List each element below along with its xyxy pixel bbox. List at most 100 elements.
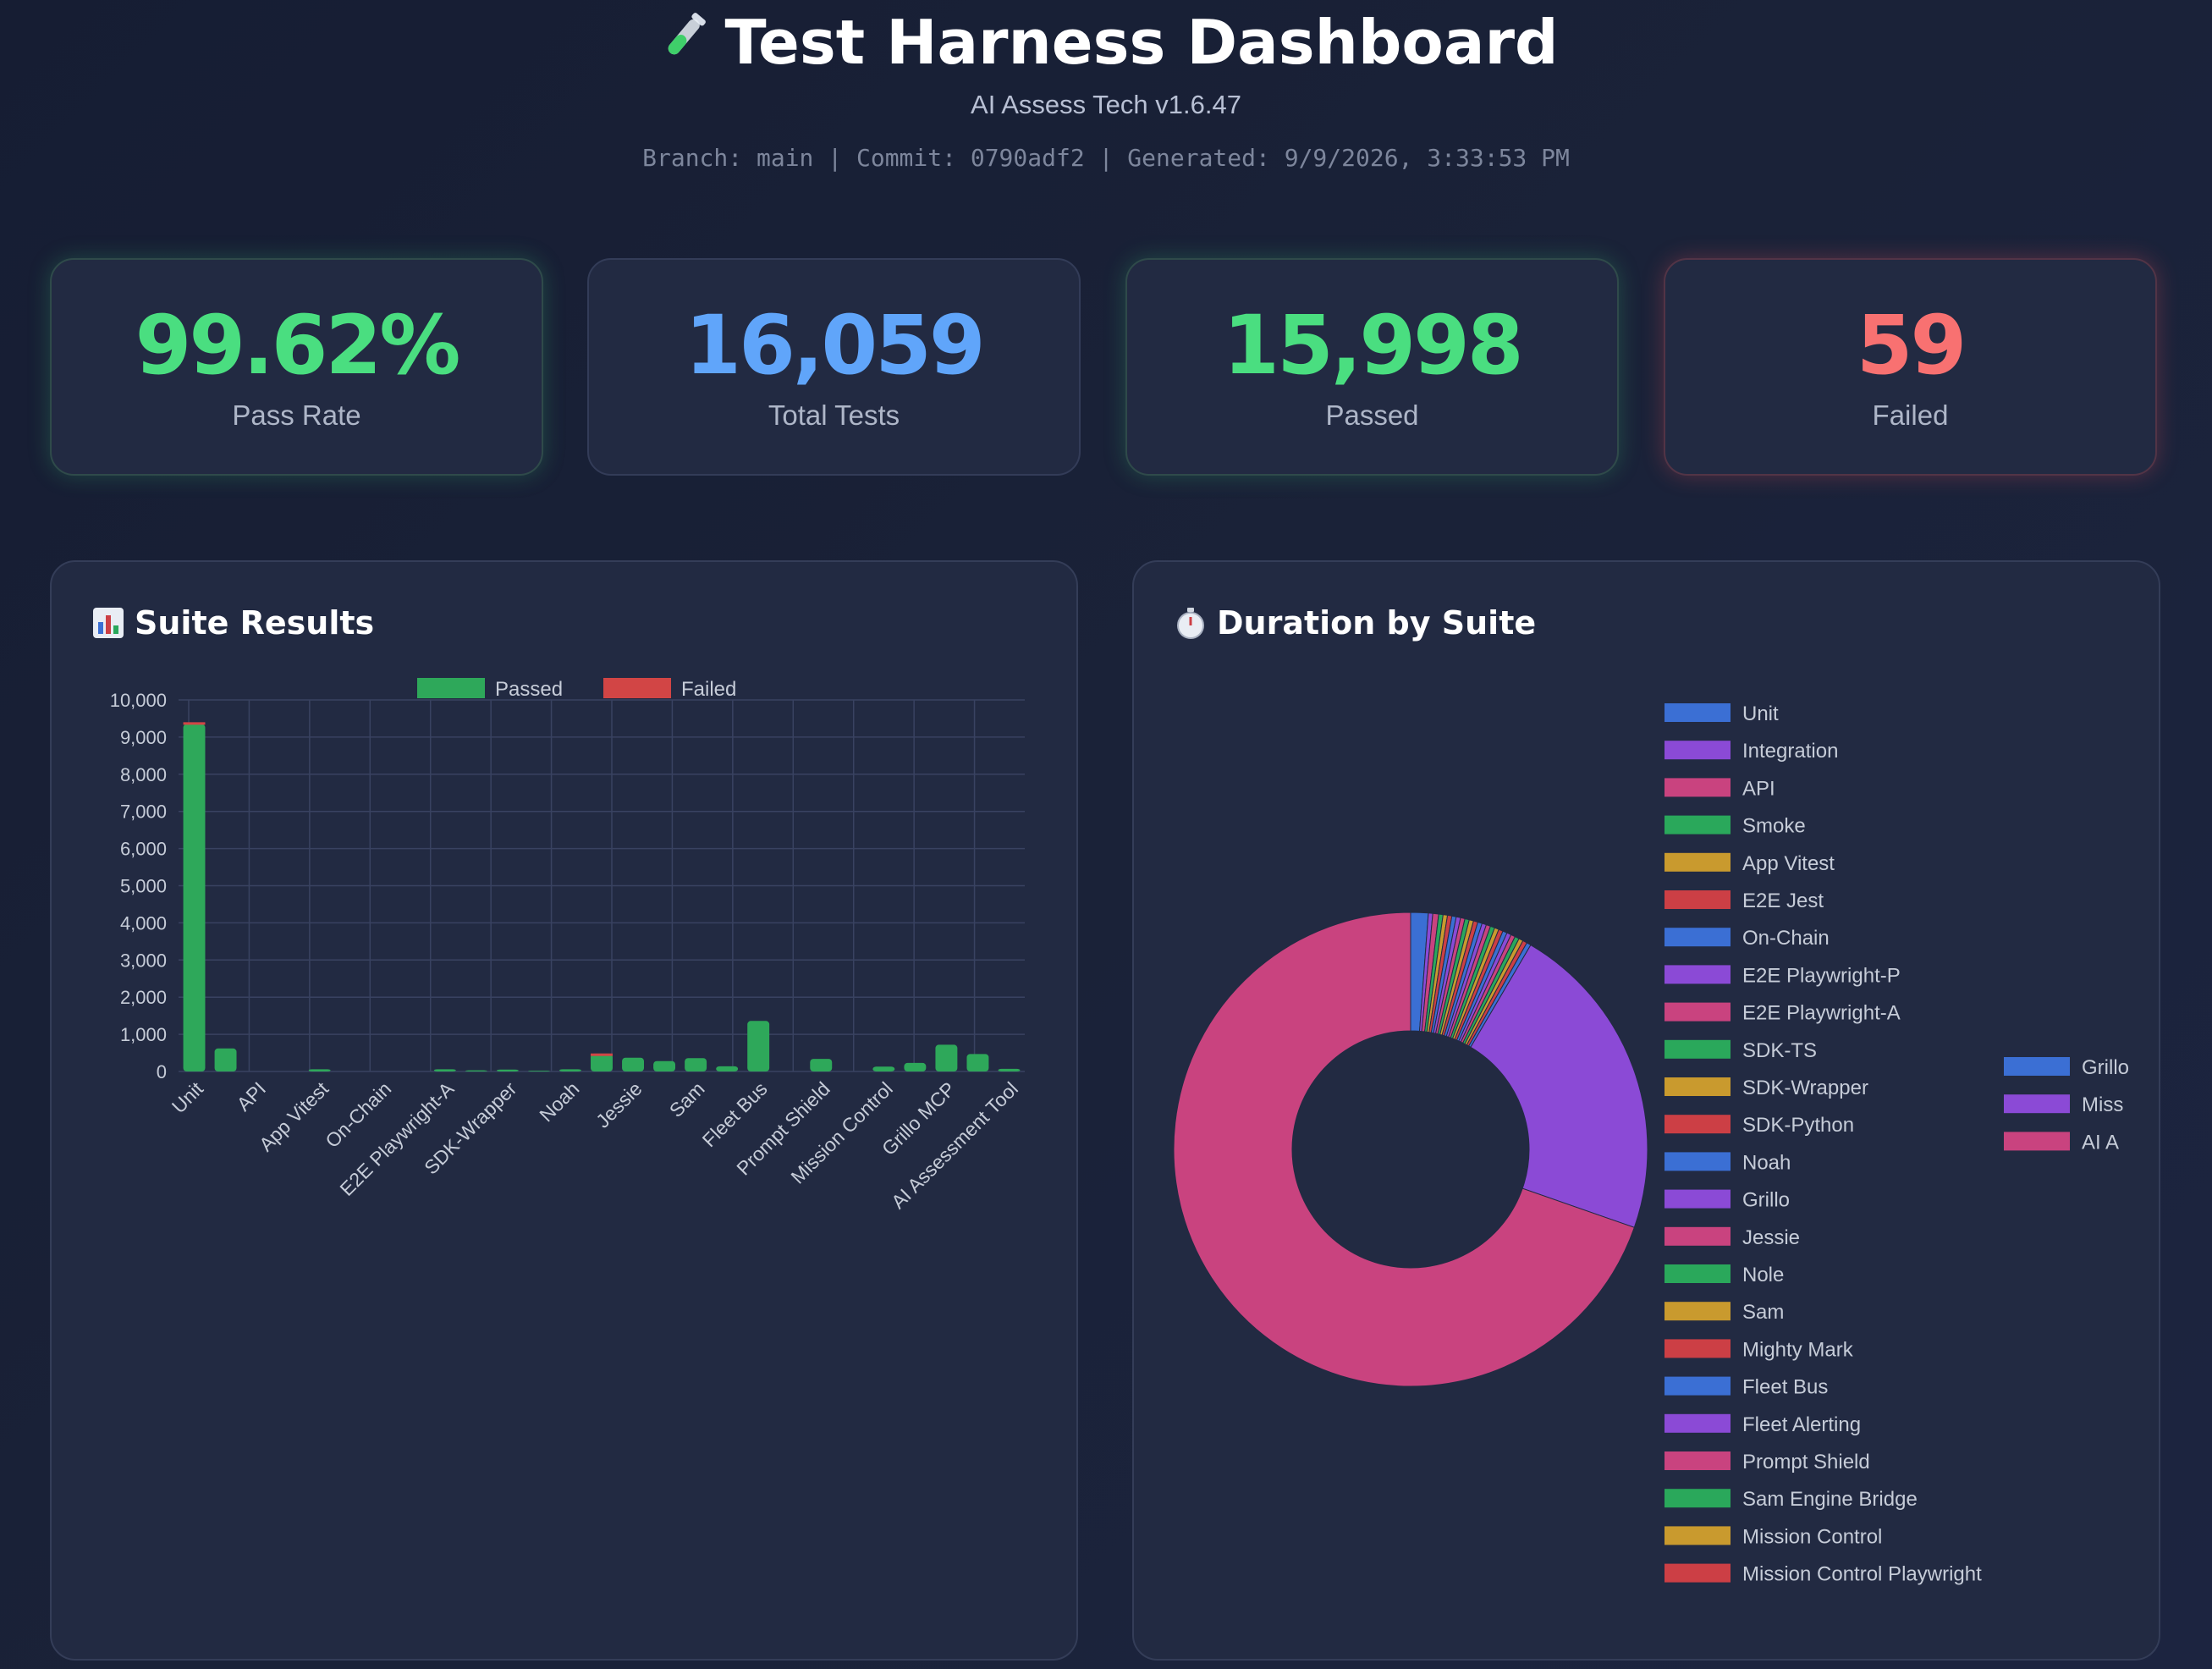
bar-passed (183, 724, 206, 1071)
legend-label: Unit (1742, 702, 1779, 725)
bar-passed (685, 1058, 707, 1071)
legend-swatch (1665, 1115, 1731, 1134)
total-tests-value: 16,059 (685, 298, 985, 393)
legend-swatch (1665, 1264, 1731, 1283)
bar-passed (747, 1021, 770, 1071)
bar-passed (559, 1069, 581, 1071)
legend-swatch (1665, 703, 1731, 722)
legend-swatch (1665, 852, 1731, 872)
legend-label: Prompt Shield (1742, 1451, 1870, 1473)
legend-swatch (1665, 890, 1731, 909)
pass-rate-card: 99.62% Pass Rate (50, 258, 543, 476)
y-tick-label: 4,000 (120, 912, 167, 934)
legend-swatch (1665, 1077, 1731, 1096)
suite-results-chart: Passed Failed 10,000 9,000 8,000 7,000 6,000 5,… (110, 678, 1025, 1213)
legend-label: API (1742, 777, 1775, 800)
y-tick-label: 9,000 (120, 727, 167, 748)
legend-label: Mission Control (1742, 1525, 1882, 1548)
legend-label: Nole (1742, 1264, 1784, 1286)
pass-rate-value: 99.62% (135, 298, 461, 393)
legend-label: Miss (2082, 1093, 2123, 1116)
legend-label: Fleet Alerting (1742, 1413, 1861, 1436)
legend-swatch (1665, 1526, 1731, 1545)
x-tick-label: Noah (535, 1077, 583, 1126)
duration-chart: Unit Integration API Smoke App Vitest E2E Jes… (1173, 702, 2129, 1586)
stopwatch-icon (1175, 607, 1207, 647)
legend-label: E2E Jest (1742, 890, 1824, 912)
duration-panel: Duration by Suite Unit Integration API Smok… (1132, 560, 2160, 1661)
legend-label: E2E Playwright-P (1742, 964, 1901, 987)
legend-label: SDK-Python (1742, 1114, 1854, 1137)
legend-swatch (1665, 1039, 1731, 1059)
duration-title: Duration by Suite (1175, 604, 1536, 647)
x-tick-label: E2E Playwright-A (335, 1077, 458, 1200)
bar-passed (904, 1062, 927, 1071)
bar-passed (966, 1054, 989, 1071)
legend-label: On-Chain (1742, 927, 1830, 950)
legend-swatch (1665, 1302, 1731, 1321)
y-tick-label: 6,000 (120, 839, 167, 860)
legend-swatch (1665, 1451, 1731, 1470)
legend-label: Grillo (1742, 1189, 1790, 1212)
legend-label: Sam Engine Bridge (1742, 1488, 1918, 1511)
bar-passed (496, 1069, 519, 1071)
legend-swatch (2004, 1094, 2070, 1114)
failed-value: 59 (1856, 298, 1967, 393)
legend-swatch-passed (417, 678, 485, 698)
bar-passed (935, 1044, 958, 1071)
chart-grid: 10,000 9,000 8,000 7,000 6,000 5,000 4,000 3,00… (110, 690, 1025, 1082)
legend-label: E2E Playwright-A (1742, 1002, 1901, 1025)
legend-label: Jessie (1742, 1226, 1800, 1249)
bar-passed (622, 1057, 644, 1071)
bar-passed (591, 1053, 613, 1071)
test-tube-icon (653, 4, 713, 89)
y-tick-label: 5,000 (120, 876, 167, 897)
pass-rate-label: Pass Rate (232, 399, 361, 431)
donut-legend: Unit Integration API Smoke App Vitest E2E Jes… (1665, 702, 2129, 1586)
legend-swatch (1665, 965, 1731, 984)
y-tick-label: 1,000 (120, 1024, 167, 1045)
legend-label: Mission Control Playwright (1742, 1563, 1982, 1586)
legend-label: Noah (1742, 1151, 1791, 1174)
bar-series (183, 722, 1021, 1071)
donut-slices (1173, 912, 1648, 1387)
app-version: AI Assess Tech v1.6.47 (971, 90, 1241, 119)
passed-label: Passed (1325, 399, 1419, 431)
legend-label: AI A (2082, 1131, 2119, 1154)
legend-label: Mighty Mark (1742, 1338, 1854, 1361)
failed-card: 59 Failed (1664, 258, 2157, 476)
bar-passed (872, 1066, 895, 1071)
total-tests-card: 16,059 Total Tests (587, 258, 1081, 476)
passed-value: 15,998 (1223, 298, 1523, 393)
donut-slice (1173, 912, 1635, 1387)
bar-passed (998, 1068, 1021, 1071)
legend-swatch-failed (603, 678, 671, 698)
bar-passed (433, 1069, 456, 1071)
legend-label: Sam (1742, 1301, 1784, 1324)
legend-label: Grillo (2082, 1056, 2129, 1079)
chart-legend: Passed Failed (417, 678, 736, 701)
legend-swatch (1665, 1489, 1731, 1508)
legend-swatch (1665, 741, 1731, 760)
legend-label: SDK-TS (1742, 1039, 1817, 1062)
bar-passed (214, 1048, 237, 1071)
legend-swatch (1665, 1226, 1731, 1246)
bar-passed (810, 1059, 833, 1071)
legend-swatch (1665, 1413, 1731, 1433)
y-tick-label: 3,000 (120, 950, 167, 971)
legend-swatch (1665, 1152, 1731, 1171)
x-tick-label: App Vitest (255, 1077, 333, 1156)
total-tests-label: Total Tests (768, 399, 900, 431)
bar-failed (591, 1053, 613, 1056)
legend-label-passed: Passed (495, 678, 563, 701)
legend-label: App Vitest (1742, 852, 1835, 875)
donut-slice (1470, 944, 1648, 1228)
y-tick-label: 2,000 (120, 987, 167, 1008)
bar-chart-icon (92, 607, 124, 647)
page-title: Test Harness Dashboard (0, 0, 2212, 89)
suite-results-title: Suite Results (92, 604, 374, 647)
suite-results-panel: Suite Results Passed Failed 10,000 9,000 8,0… (50, 560, 1078, 1661)
legend-label: Fleet Bus (1742, 1376, 1828, 1399)
bar-failed (183, 722, 206, 725)
